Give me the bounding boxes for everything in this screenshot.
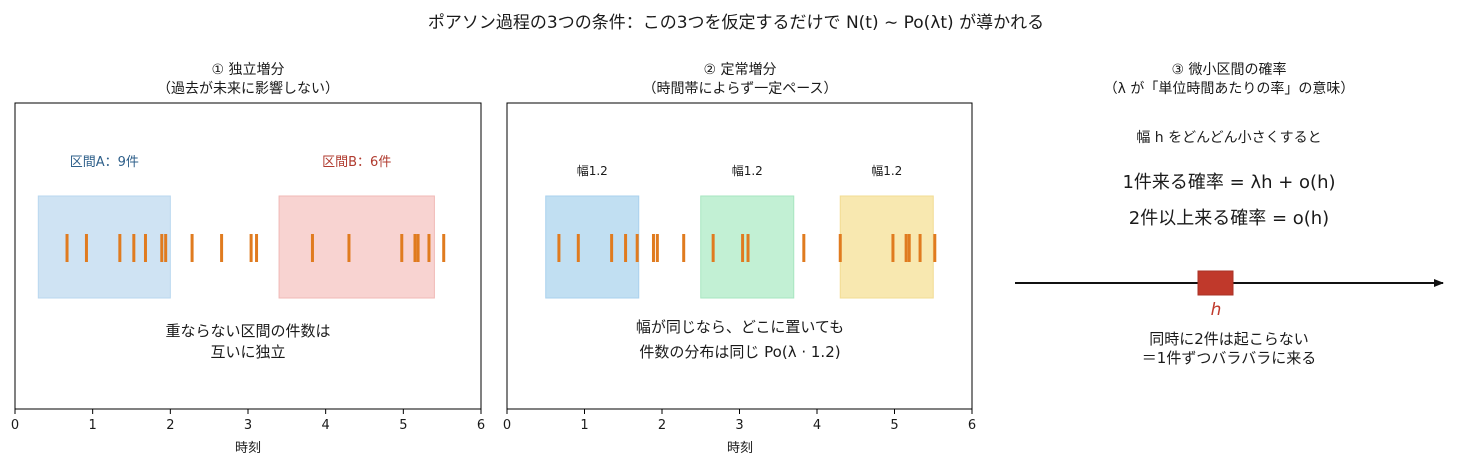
x-tick-label-5: 5 bbox=[399, 418, 407, 433]
panel3-title-line2: （λ が「単位時間あたりの率」の意味） bbox=[1104, 80, 1355, 97]
interval-2-label: 幅1.2 bbox=[732, 163, 763, 178]
panel3-title-line1: ③ 微小区間の確率 bbox=[1171, 61, 1286, 78]
panel1-title-line1: ① 独立増分 bbox=[211, 62, 284, 78]
x-tick-label-3: 3 bbox=[735, 418, 743, 433]
x-tick-label-5: 5 bbox=[890, 418, 898, 433]
x-tick-label-2: 2 bbox=[166, 418, 174, 433]
x-tick-label-2: 2 bbox=[658, 418, 666, 433]
figure-title: ポアソン過程の3つの条件：この3つを仮定するだけで N(t) ∼ Po(λt) … bbox=[428, 13, 1044, 33]
panel1-title-line2: （過去が未来に影響しない） bbox=[157, 80, 339, 97]
x-tick-label-1: 1 bbox=[89, 418, 97, 433]
panel2-title-line1: ② 定常増分 bbox=[703, 62, 776, 78]
x-tick-label-6: 6 bbox=[477, 418, 485, 433]
panel2-note-line2: 件数の分布は同じ Po(λ · 1.2) bbox=[639, 343, 840, 361]
x-tick-label-3: 3 bbox=[244, 418, 252, 433]
panel1-plot-area: 区間A：9件 区間B：6件 bbox=[37, 155, 446, 299]
interval-2-label: 区間B：6件 bbox=[322, 155, 391, 170]
panel-independent-increments: ① 独立増分 （過去が未来に影響しない） 区間A：9件 区間B：6件 重ならない区… bbox=[11, 62, 485, 456]
interval-1-box bbox=[545, 195, 640, 299]
interval-1-label: 幅1.2 bbox=[577, 163, 608, 178]
panel2-note-line1: 幅が同じなら、どこに置いても bbox=[636, 318, 844, 336]
interval-3-label: 幅1.2 bbox=[871, 163, 902, 178]
panel-small-interval-probability: ③ 微小区間の確率 （λ が「単位時間あたりの率」の意味） 幅 h をどんどん小… bbox=[1015, 61, 1444, 367]
small-interval-h-label: h bbox=[1211, 300, 1222, 320]
interval-1-box bbox=[37, 195, 171, 299]
x-tick-label-4: 4 bbox=[322, 418, 330, 433]
panel2-x-axis: 0 1 2 3 4 5 6 bbox=[503, 409, 976, 433]
panel1-note-line2: 互いに独立 bbox=[210, 343, 285, 361]
panel1-note-line1: 重ならない区間の件数は bbox=[165, 322, 330, 340]
panel3-equation-two-or-more: 2件以上来る確率 = o(h) bbox=[1129, 208, 1329, 229]
small-interval-h-box bbox=[1197, 270, 1234, 296]
interval-3-box bbox=[839, 195, 934, 299]
panel3-note-line2: ＝1件ずつバラバラに来る bbox=[1142, 349, 1316, 367]
panel1-x-axis-label: 時刻 bbox=[235, 441, 261, 456]
panel3-equation-one-event: 1件来る確率 = λh + o(h) bbox=[1122, 172, 1335, 193]
panel2-plot-area: 幅1.2 幅1.2 幅1.2 bbox=[545, 163, 937, 299]
panel3-intro: 幅 h をどんどん小さくすると bbox=[1136, 130, 1321, 146]
x-tick-label-0: 0 bbox=[11, 418, 19, 433]
x-tick-label-6: 6 bbox=[968, 418, 976, 433]
interval-2-box bbox=[278, 195, 435, 299]
panel2-x-axis-label: 時刻 bbox=[727, 441, 753, 456]
panel2-title-line2: （時間帯によらず一定ペース） bbox=[642, 81, 837, 97]
panel1-x-axis: 0 1 2 3 4 5 6 bbox=[11, 409, 485, 433]
x-tick-label-0: 0 bbox=[503, 418, 511, 433]
x-tick-label-4: 4 bbox=[813, 418, 821, 433]
x-tick-label-1: 1 bbox=[580, 418, 588, 433]
interval-1-label: 区間A：9件 bbox=[70, 155, 139, 170]
panel-stationary-increments: ② 定常増分 （時間帯によらず一定ペース） 幅1.2 幅1.2 幅1.2 幅が同じな… bbox=[503, 62, 976, 456]
panel3-note-line1: 同時に2件は起こらない bbox=[1149, 330, 1309, 348]
